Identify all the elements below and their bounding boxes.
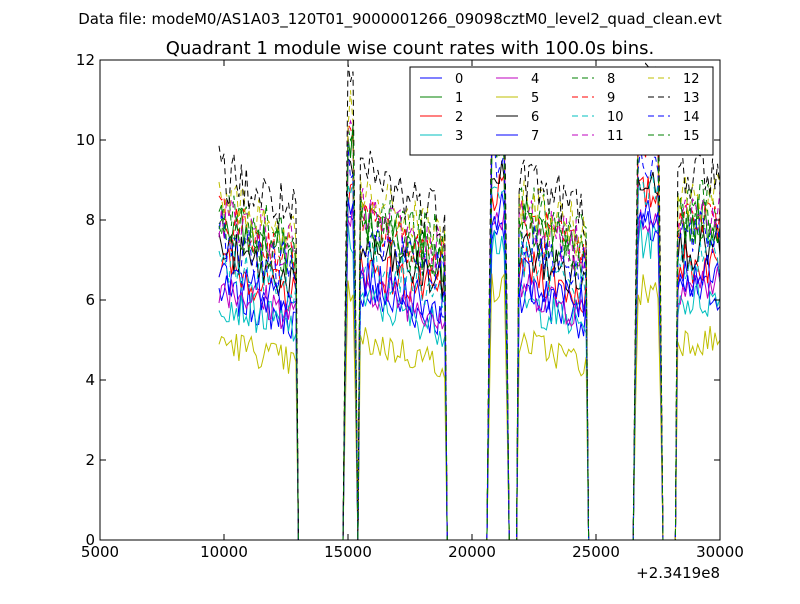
y-tick-label: 2 <box>85 451 95 469</box>
x-tick-label: 25000 <box>572 543 620 561</box>
x-tick-label: 15000 <box>324 543 372 561</box>
chart-title: Quadrant 1 module wise count rates with … <box>166 38 655 59</box>
legend-label-0: 0 <box>455 72 463 87</box>
legend-box <box>409 66 714 156</box>
series-line-5 <box>218 272 720 540</box>
legend-label-11: 11 <box>607 129 624 144</box>
x-offset-label: +2.3419e8 <box>636 564 720 582</box>
legend-label-6: 6 <box>531 110 539 125</box>
y-tick-label: 8 <box>85 211 95 229</box>
legend-label-14: 14 <box>683 110 700 125</box>
y-tick-label: 4 <box>85 371 95 389</box>
legend-label-8: 8 <box>607 72 615 87</box>
series-line-13 <box>218 62 720 540</box>
legend-label-2: 2 <box>455 110 463 125</box>
series-layer <box>218 62 720 540</box>
x-tick-label: 10000 <box>200 543 248 561</box>
series-line-9 <box>218 122 720 540</box>
legend-label-12: 12 <box>683 72 700 87</box>
x-tick-label: 20000 <box>448 543 496 561</box>
series-line-11 <box>218 114 720 540</box>
legend-label-9: 9 <box>607 91 615 106</box>
y-tick-label: 6 <box>85 291 95 309</box>
series-line-12 <box>218 89 720 540</box>
y-tick-label: 12 <box>76 51 95 69</box>
x-tick-label: 30000 <box>696 543 744 561</box>
file-supertitle: Data file: modeM0/AS1A03_120T01_90000012… <box>78 10 722 29</box>
legend-label-5: 5 <box>531 91 539 106</box>
series-line-4 <box>218 203 720 540</box>
series-line-15 <box>218 128 720 540</box>
series-line-1 <box>218 120 720 540</box>
legend-label-4: 4 <box>531 72 539 87</box>
legend-label-15: 15 <box>683 129 700 144</box>
legend-label-7: 7 <box>531 129 539 144</box>
legend-label-3: 3 <box>455 129 463 144</box>
legend-label-13: 13 <box>683 91 700 106</box>
x-tick-label: 5000 <box>81 543 119 561</box>
y-tick-label: 10 <box>76 131 95 149</box>
series-line-0 <box>218 210 720 540</box>
y-tick-label: 0 <box>85 531 95 549</box>
legend-label-1: 1 <box>455 91 463 106</box>
series-line-10 <box>218 171 720 540</box>
legend-label-10: 10 <box>607 110 624 125</box>
